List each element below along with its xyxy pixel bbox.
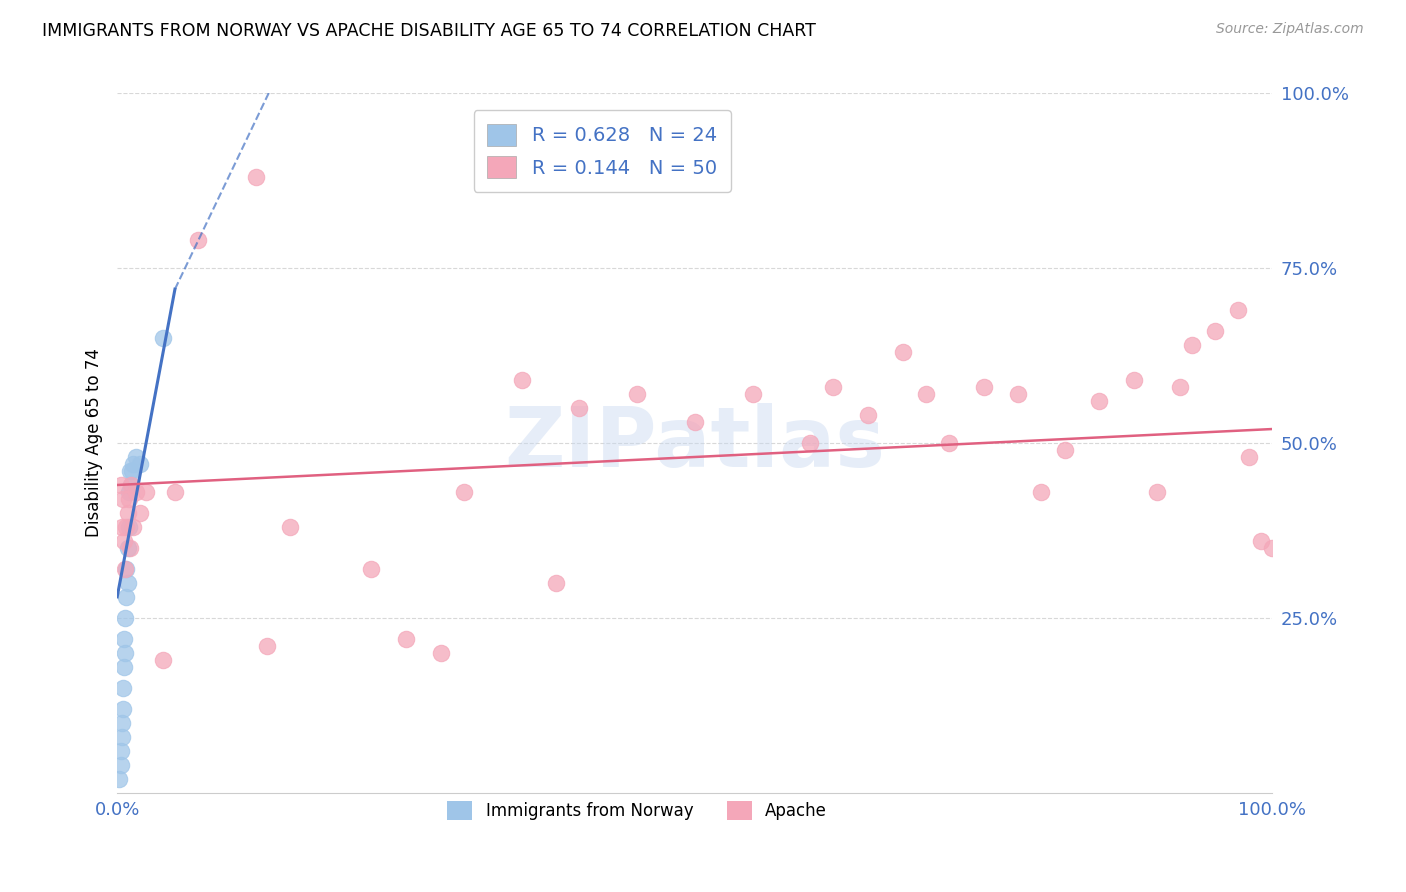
- Point: [546, 575, 568, 590]
- Point: [111, 730, 134, 744]
- Point: [111, 681, 134, 695]
- Point: [118, 491, 141, 506]
- Text: IMMIGRANTS FROM NORWAY VS APACHE DISABILITY AGE 65 TO 74 CORRELATION CHART: IMMIGRANTS FROM NORWAY VS APACHE DISABIL…: [42, 22, 815, 40]
- Point: [1007, 387, 1029, 401]
- Point: [280, 520, 302, 534]
- Point: [115, 520, 138, 534]
- Point: [124, 450, 146, 464]
- Point: [1053, 442, 1076, 457]
- Point: [453, 485, 475, 500]
- Point: [187, 233, 209, 247]
- Point: [152, 653, 174, 667]
- Point: [118, 520, 141, 534]
- Point: [111, 715, 134, 730]
- Point: [115, 562, 138, 576]
- Point: [915, 387, 938, 401]
- Point: [1261, 541, 1284, 555]
- Point: [626, 387, 648, 401]
- Point: [122, 457, 145, 471]
- Point: [510, 373, 533, 387]
- Point: [114, 562, 136, 576]
- Legend: Immigrants from Norway, Apache: Immigrants from Norway, Apache: [434, 788, 841, 833]
- Point: [1088, 394, 1111, 409]
- Point: [1168, 380, 1191, 394]
- Point: [129, 457, 152, 471]
- Point: [120, 478, 142, 492]
- Point: [973, 380, 995, 394]
- Point: [568, 401, 591, 415]
- Point: [111, 520, 134, 534]
- Point: [114, 646, 136, 660]
- Point: [163, 485, 186, 500]
- Point: [1181, 338, 1204, 352]
- Point: [799, 436, 821, 450]
- Point: [111, 491, 134, 506]
- Text: ZIPatlas: ZIPatlas: [505, 402, 886, 483]
- Point: [110, 744, 132, 758]
- Point: [683, 415, 706, 429]
- Point: [741, 387, 763, 401]
- Point: [124, 485, 146, 500]
- Point: [112, 533, 135, 548]
- Point: [938, 436, 960, 450]
- Point: [112, 632, 135, 646]
- Point: [115, 590, 138, 604]
- Point: [1122, 373, 1144, 387]
- Point: [120, 478, 142, 492]
- Point: [1239, 450, 1261, 464]
- Point: [129, 506, 152, 520]
- Point: [112, 660, 135, 674]
- Point: [256, 639, 278, 653]
- Point: [108, 772, 131, 786]
- Text: Source: ZipAtlas.com: Source: ZipAtlas.com: [1216, 22, 1364, 37]
- Point: [245, 170, 267, 185]
- Point: [395, 632, 418, 646]
- Point: [114, 611, 136, 625]
- Point: [891, 345, 914, 359]
- Point: [429, 646, 451, 660]
- Point: [117, 506, 139, 520]
- Y-axis label: Disability Age 65 to 74: Disability Age 65 to 74: [86, 349, 103, 538]
- Point: [117, 541, 139, 555]
- Point: [118, 485, 141, 500]
- Point: [360, 562, 382, 576]
- Point: [1226, 303, 1249, 318]
- Point: [1250, 533, 1272, 548]
- Point: [152, 331, 174, 345]
- Point: [1146, 485, 1168, 500]
- Point: [121, 464, 143, 478]
- Point: [122, 520, 145, 534]
- Point: [1031, 485, 1053, 500]
- Point: [110, 757, 132, 772]
- Point: [135, 485, 157, 500]
- Point: [856, 408, 879, 422]
- Point: [110, 478, 132, 492]
- Point: [118, 541, 141, 555]
- Point: [1204, 324, 1226, 338]
- Point: [823, 380, 845, 394]
- Point: [118, 464, 141, 478]
- Point: [111, 702, 134, 716]
- Point: [117, 575, 139, 590]
